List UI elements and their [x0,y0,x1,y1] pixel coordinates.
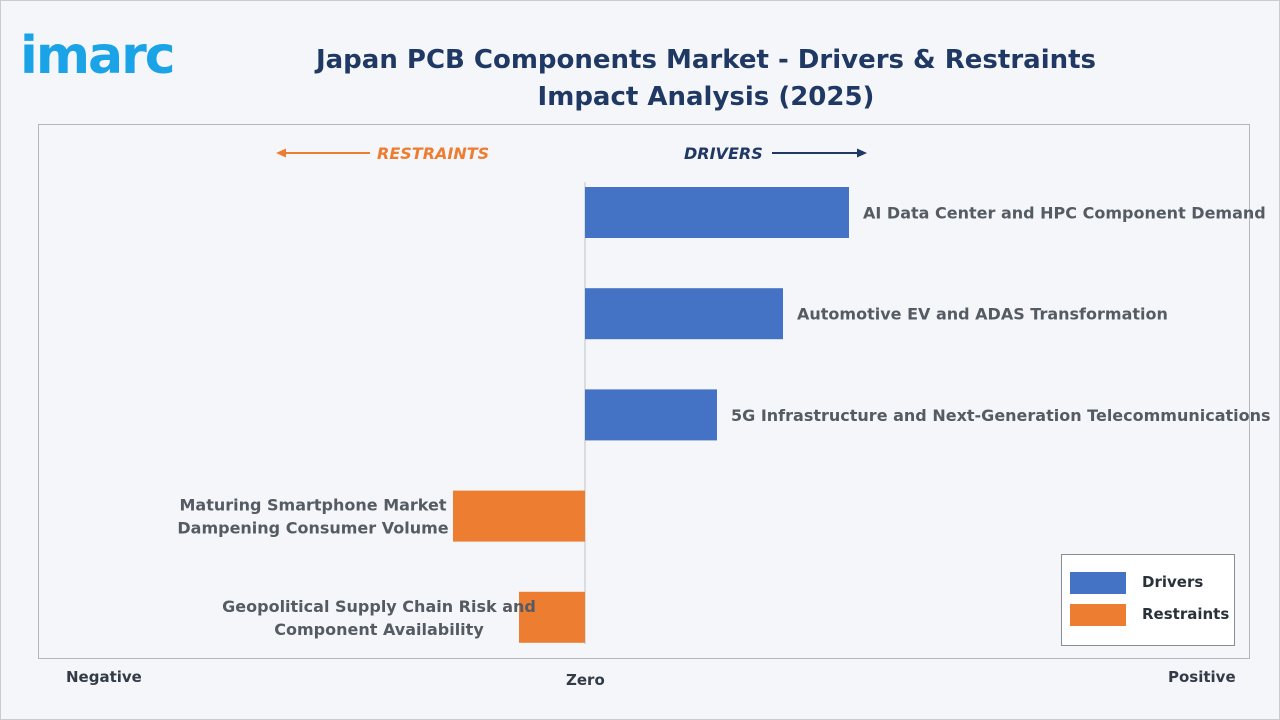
bar-restraints-4 [519,591,585,643]
bar-drivers-0 [585,187,849,238]
bar-label-0: AI Data Center and HPC Component Demand [863,204,1266,223]
legend-label-restraints: Restraints [1142,605,1230,623]
axis-label-negative: Negative [66,668,142,686]
bar-restraints-3 [453,490,585,542]
bar-label-line: Component Availability [274,620,484,639]
logo-text: imarc [20,26,176,86]
restraints-arrow-head [276,148,286,158]
chart-title: Japan PCB Components Market - Drivers & … [315,45,1097,112]
bar-label-1: Automotive EV and ADAS Transformation [797,305,1168,324]
bar-label-4: Geopolitical Supply Chain Risk and Compon… [222,597,536,639]
legend-label-drivers: Drivers [1142,573,1204,591]
bar-label-line: Maturing Smartphone Market [179,496,446,515]
legend-item-restraints: Restraints [1070,603,1230,629]
drivers-arrow-head [857,148,867,158]
legend-item-drivers: Drivers [1070,571,1230,597]
legend: Drivers Restraints [1061,554,1235,646]
legend-swatch-restraints [1070,604,1126,626]
bar-label-line: Geopolitical Supply Chain Risk and [222,597,536,616]
imarc-logo: imarc [20,16,210,86]
bar-label-line: Dampening Consumer Volume [177,519,448,538]
drivers-direction-label: DRIVERS [684,144,763,163]
axis-label-positive: Positive [1168,668,1236,686]
bar-label-2: 5G Infrastructure and Next-Generation Te… [731,406,1271,425]
bar-drivers-2 [585,389,717,441]
bar-drivers-1 [585,288,783,340]
bar-label-3: Maturing Smartphone Market Dampening Cons… [177,496,448,538]
plot-area [38,124,1250,659]
axis-label-zero: Zero [566,671,605,689]
restraints-direction-label: RESTRAINTS [377,144,489,163]
legend-swatch-drivers [1070,572,1126,594]
